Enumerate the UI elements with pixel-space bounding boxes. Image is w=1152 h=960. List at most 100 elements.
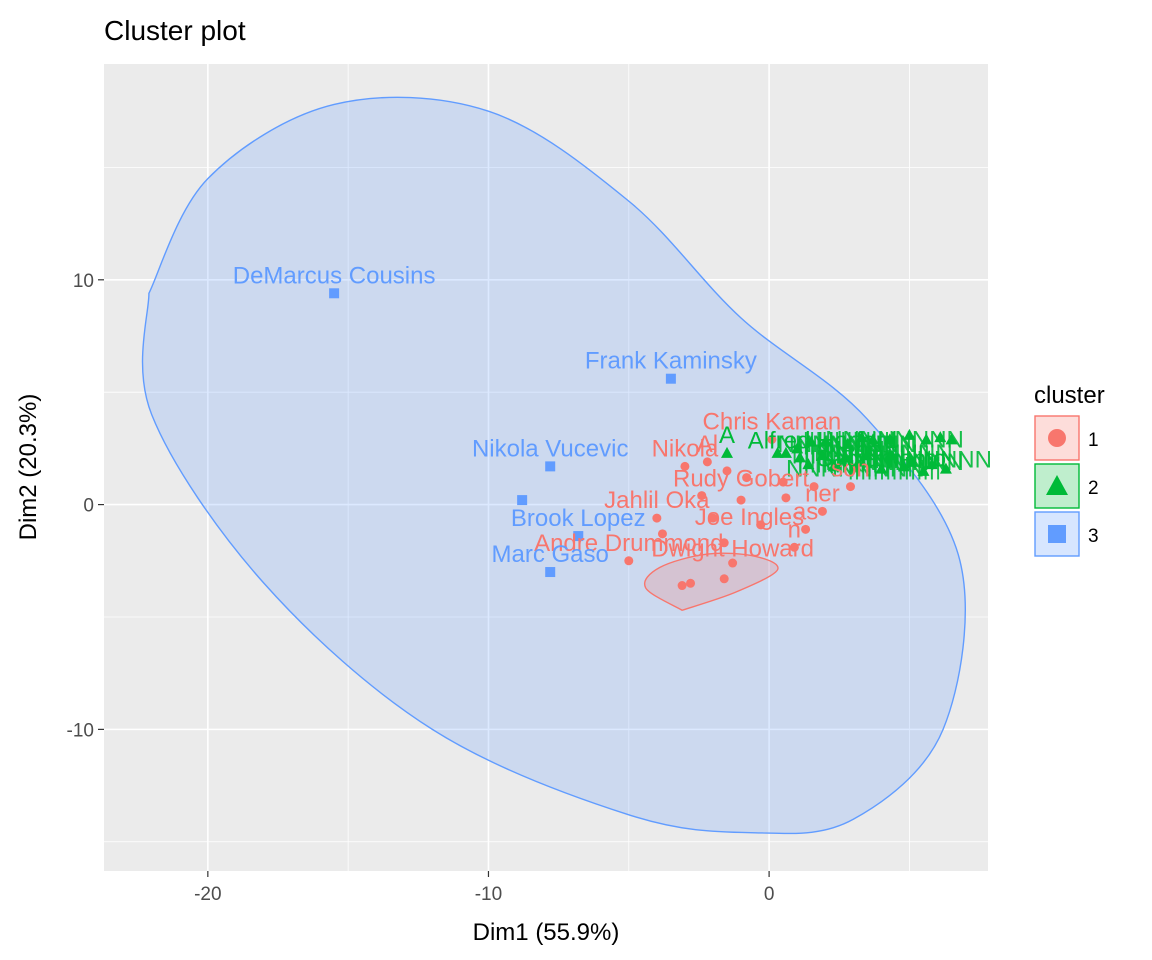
x-tick-label: -10	[475, 884, 502, 905]
point-cluster-2	[866, 433, 879, 445]
point-cluster-2	[841, 437, 854, 449]
point-label: son	[831, 456, 870, 483]
point-cluster-2	[805, 435, 818, 447]
point-label: Brook Lopez	[511, 505, 646, 532]
point-cluster-2	[920, 433, 933, 445]
point-label: Nikola Vucevic	[472, 435, 629, 462]
point-label: Alfred Horford	[748, 427, 897, 454]
point-cluster-2	[906, 455, 919, 467]
y-axis-label: Dim2 (20.3%)	[15, 394, 42, 541]
point-cluster-2	[861, 449, 874, 461]
point-cluster-3	[545, 567, 556, 578]
point-label: Sacramento	[817, 445, 946, 472]
point-cluster-2	[721, 446, 734, 458]
point-cluster-1	[702, 457, 712, 467]
point-cluster-3	[545, 461, 556, 472]
overlap-label-cluster-2: NNNNNNNN	[814, 440, 953, 467]
point-cluster-1	[742, 473, 752, 483]
point-cluster-1	[652, 513, 662, 523]
point-label: Dwight Howard	[651, 535, 814, 562]
point-cluster-1	[781, 493, 791, 503]
ellipse-cluster-1	[644, 552, 779, 612]
point-cluster-1	[767, 434, 777, 444]
overlap-label-cluster-2: |||||||||||||||	[848, 453, 942, 480]
point-cluster-1	[680, 461, 690, 471]
y-tick-label: 0	[83, 496, 94, 517]
point-label: Nikola	[652, 435, 719, 462]
point-cluster-2	[934, 431, 947, 443]
point-cluster-1	[657, 529, 667, 539]
overlap-label-cluster-2: NNNNNNNN	[778, 431, 917, 458]
point-cluster-1	[736, 495, 746, 505]
x-tick-label: 0	[764, 884, 775, 905]
overlap-label-cluster-2: |||||||||||||||	[792, 438, 886, 465]
chart-title: Cluster plot	[104, 15, 246, 46]
overlap-label-cluster-2: NNNNNNNN	[825, 426, 964, 453]
legend-key-1	[1034, 415, 1080, 461]
point-cluster-1	[677, 581, 687, 591]
point-cluster-2	[802, 458, 815, 470]
point-cluster-3	[517, 495, 528, 506]
point-label: Rudy Gobert	[673, 466, 809, 493]
y-tick-label: 10	[73, 271, 94, 292]
point-cluster-1	[789, 542, 799, 552]
point-cluster-2	[939, 462, 952, 474]
point-cluster-1	[728, 558, 738, 568]
point-cluster-2	[771, 446, 784, 458]
point-label: Frank Kaminsky	[585, 348, 757, 375]
point-cluster-3	[573, 531, 584, 542]
point-cluster-1	[624, 556, 634, 566]
legend-marker-triangle	[1046, 475, 1068, 495]
point-label: A	[719, 422, 735, 449]
overlap-label-cluster-2: NNNNNNNN	[853, 447, 992, 474]
point-cluster-2	[917, 464, 930, 476]
point-cluster-2	[827, 460, 840, 472]
point-cluster-2	[816, 449, 829, 461]
point-cluster-2	[855, 431, 868, 443]
overlap-label-cluster-2: |||||||||||||||	[803, 429, 897, 456]
legend-label-1: 1	[1088, 430, 1099, 451]
point-cluster-2	[945, 433, 958, 445]
plot-panel: NNNNNNNN|||||||||||||||NNNNNNNN|||||||||…	[104, 64, 992, 871]
point-cluster-1	[719, 538, 729, 548]
overlap-label-cluster-2: NNNNNNNN	[825, 449, 964, 476]
point-cluster-1	[817, 506, 827, 516]
x-tick-label: -20	[194, 884, 221, 905]
point-cluster-1	[845, 482, 855, 492]
point-cluster-3	[329, 288, 340, 299]
point-cluster-1	[801, 524, 811, 534]
overlap-label-cluster-2: NNNNNNNN	[786, 456, 925, 483]
point-cluster-2	[791, 442, 804, 454]
legend-title: cluster	[1034, 382, 1105, 409]
y-tick-label: -10	[67, 720, 94, 741]
point-cluster-1	[722, 466, 732, 476]
point-cluster-2	[779, 446, 792, 458]
point-cluster-2	[838, 451, 851, 463]
point-label: ner	[805, 480, 840, 507]
point-label: DeMarcus Cousins	[233, 262, 436, 289]
legend-marker-circle	[1048, 429, 1066, 447]
point-cluster-1	[708, 513, 718, 523]
point-label: Al	[697, 431, 718, 458]
point-label: Andre Drummond	[534, 530, 723, 557]
point-cluster-1	[697, 491, 707, 501]
point-label: Nene	[825, 436, 882, 463]
point-cluster-1	[719, 574, 729, 584]
x-axis-label: Dim1 (55.9%)	[473, 919, 620, 946]
point-label: as	[793, 498, 818, 525]
point-cluster-3	[665, 373, 676, 384]
point-cluster-2	[819, 435, 832, 447]
point-cluster-2	[850, 460, 863, 472]
point-cluster-2	[925, 458, 938, 470]
point-label: Marc Gaso	[492, 541, 609, 568]
point-cluster-2	[903, 428, 916, 440]
point-cluster-2	[883, 449, 896, 461]
legend-marker-square	[1048, 525, 1066, 543]
overlap-label-cluster-2: |||||||||||||||	[797, 447, 891, 474]
point-cluster-2	[875, 462, 888, 474]
point-cluster-1	[756, 520, 766, 530]
point-cluster-2	[897, 460, 910, 472]
point-cluster-1	[809, 482, 819, 492]
point-label: n	[788, 516, 801, 543]
